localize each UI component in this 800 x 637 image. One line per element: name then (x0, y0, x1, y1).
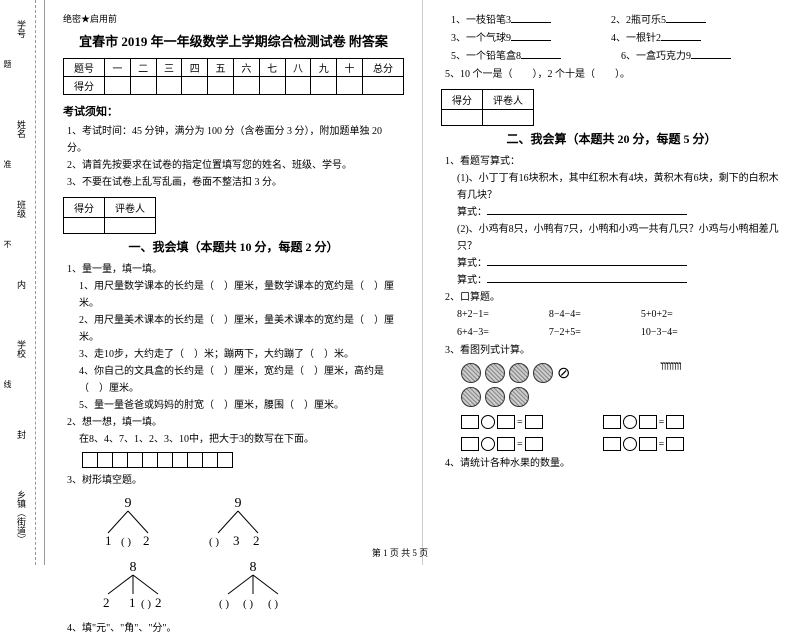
left-column: 绝密★启用前 宜春市 2019 年一年级数学上学期综合检测试卷 附答案 题号一二… (45, 0, 423, 565)
calc-3: 算式： (457, 272, 782, 289)
q2-head: 2、想一想，填一填。 (67, 414, 404, 431)
tree-diagrams-2: 8 2 1 ( ) 2 8 ( ) ( ) ( ) (93, 559, 404, 614)
label-school: 学校 (15, 340, 28, 358)
section-2-title: 二、我会算（本题共 20 分，每题 5 分） (441, 130, 782, 147)
q1-head: 1、量一量，填一填。 (67, 261, 404, 278)
fill-row-2: 3、一个气球9 4、一根针2 (451, 30, 782, 48)
label-inner: 内 (15, 280, 28, 289)
section-1-title: 一、我会填（本题共 10 分，每题 2 分） (63, 238, 404, 255)
r3b: 6、一盒巧克力9 (621, 48, 731, 66)
score-table: 题号一二三四五六七八九十总分 得分 (63, 58, 404, 95)
q1-line5: 5、量一量爸爸或妈妈的肘宽（ ）厘米，腰围（ ）厘米。 (79, 397, 404, 414)
instruction-3: 3、不要在试卷上乱写乱画，卷面不整洁扣 3 分。 (67, 174, 404, 191)
page-footer: 第 1 页 共 5 页 (0, 546, 800, 559)
svg-text:( ): ( ) (268, 598, 278, 610)
fill-row-1: 1、一枝铅笔3 2、2瓶可乐5 (451, 12, 782, 30)
right-column: 1、一枝铅笔3 2、2瓶可乐5 3、一个气球9 4、一根针2 5、一个铅笔盒8 … (423, 0, 800, 565)
q2-1-head: 1、看题写算式： (445, 153, 782, 170)
q4-head: 4、填"元"、"角"、"分"。 (67, 620, 404, 637)
calc-row-2: 6+4−3= 7−2+5= 10−3−4= (457, 324, 782, 342)
shaded-circles: ⊘ (461, 363, 570, 383)
svg-text:9: 9 (125, 496, 132, 511)
r4: 5、10 个一是（ ），2 个十是（ ）。 (445, 66, 782, 83)
q1-line4: 4、你自己的文具盒的长约是（ ）厘米，宽约是（ ）厘米，高约是（ ）厘米。 (79, 363, 404, 397)
mini-score-table: 得分评卷人 (63, 197, 156, 234)
calc-row-1: 8+2−1= 8−4−4= 5+0+2= (457, 306, 782, 324)
tree-4: 8 ( ) ( ) ( ) (213, 559, 293, 614)
q1-line1: 1、用尺量数学课本的长约是（ ）厘米，量数学课本的宽约是（ ）厘米。 (79, 278, 404, 312)
mini-score-table-2: 得分评卷人 (441, 89, 534, 126)
svg-text:( ): ( ) (243, 598, 253, 610)
instruction-1: 1、考试时间：45 分钟，满分为 100 分（含卷面分 3 分），附加题单独 2… (67, 123, 404, 157)
calc-2: 算式： (457, 255, 782, 272)
label-student-id: 学号 (15, 20, 28, 38)
calc-1: 算式： (457, 204, 782, 221)
r3a: 5、一个铅笔盒8 (451, 48, 561, 66)
svg-text:2: 2 (155, 595, 162, 610)
svg-text:1: 1 (129, 595, 136, 610)
q1-line3: 3、走10步，大约走了（ ）米；蹦两下，大约蹦了（ ）米。 (79, 346, 404, 363)
q3-head: 3、树形填空题。 (67, 472, 404, 489)
seal-text-3: 不 (2, 240, 13, 248)
score-header-row: 题号一二三四五六七八九十总分 (64, 59, 404, 77)
svg-text:8: 8 (130, 560, 137, 575)
label-name: 姓名 (15, 120, 28, 138)
instruction-2: 2、请首先按要求在试卷的指定位置填写您的姓名、班级、学号。 (67, 157, 404, 174)
seal-text-4: 线 (2, 380, 13, 388)
svg-text:8: 8 (250, 560, 257, 575)
dash-line (35, 0, 36, 565)
label-seal: 封 (15, 430, 28, 439)
tree-3: 8 2 1 ( ) 2 (93, 559, 173, 614)
secret-label: 绝密★启用前 (63, 12, 404, 25)
q1-line2: 2、用尺量美术课本的长约是（ ）厘米，量美术课本的宽约是（ ）厘米。 (79, 312, 404, 346)
q2-2-head: 2、口算题。 (445, 289, 782, 306)
q2-text: 在8、4、7、1、2、3、10中，把大于3的数写在下面。 (79, 431, 404, 448)
instructions-title: 考试须知： (63, 103, 404, 119)
r2b: 4、一根针2 (611, 30, 701, 48)
q2-1-b: (2)、小鸡有8只，小鸭有7只，小鸭和小鸡一共有几只？小鸡与小鸭相差几只？ (457, 221, 782, 255)
answer-grid (83, 452, 404, 468)
fill-row-3: 5、一个铅笔盒8 6、一盒巧克力9 (451, 48, 782, 66)
q2-4-head: 4、请统计各种水果的数量。 (445, 455, 782, 472)
q2-1-a: (1)、小丁丁有16块积木，其中红积木有4块，黄积木有6块，剩下的白积木有几块？ (457, 170, 782, 204)
label-class: 班级 (15, 200, 28, 218)
exam-title: 宜春市 2019 年一年级数学上学期综合检测试卷 附答案 (63, 31, 404, 50)
svg-text:( ): ( ) (141, 598, 151, 610)
equation-boxes: = = (441, 411, 782, 433)
svg-text:( ): ( ) (219, 598, 229, 610)
equation-boxes-2: = = (441, 433, 782, 455)
seal-text-2: 准 (2, 160, 13, 168)
r1a: 1、一枝铅笔3 (451, 12, 551, 30)
seal-text-1: 题 (2, 60, 13, 68)
r2a: 3、一个气球9 (451, 30, 551, 48)
picture-problems: ⊘ וווווווו (441, 359, 782, 411)
binding-margin: 学号 题 姓名 准 班级 不 内 学校 线 封 乡镇（街道） (0, 0, 45, 565)
svg-text:2: 2 (103, 595, 110, 610)
label-town: 乡镇（街道） (15, 490, 28, 544)
score-value-row: 得分 (64, 77, 404, 95)
q2-3-head: 3、看图列式计算。 (445, 342, 782, 359)
r1b: 2、2瓶可乐5 (611, 12, 706, 30)
seed-icons: וווווווו (660, 359, 681, 411)
svg-text:9: 9 (235, 496, 242, 511)
